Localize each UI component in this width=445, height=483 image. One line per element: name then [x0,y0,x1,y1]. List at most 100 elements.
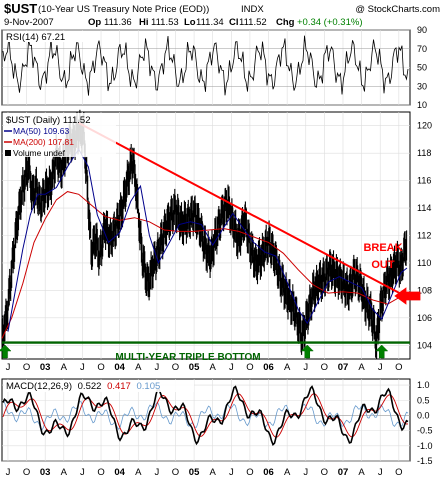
x-tick-label: J [229,467,234,478]
x-tick-label: 06 [263,362,274,373]
x-tick-label: A [135,362,142,373]
x-tick-label: 07 [338,362,349,373]
close-value: 111.52 [239,17,267,28]
price-y-tick: 118 [417,148,431,158]
price-y-tick: 116 [417,176,431,186]
macd-signal-value: 0.417 [107,381,131,392]
x-tick-label: O [321,362,328,373]
x-tick-label: O [97,467,104,478]
macd-histogram [2,400,409,431]
ma200-line [1,191,408,339]
x-tick-label: J [6,362,11,373]
up-arrow-icon [300,344,314,359]
x-tick-label: O [23,362,30,373]
legend-bg [4,113,116,157]
up-arrow-icon [375,344,389,359]
x-tick-label: 06 [263,467,274,478]
x-tick-label: A [61,362,68,373]
x-tick-label: O [395,467,402,478]
x-tick-label: A [135,467,142,478]
legend-ma200: MA(200) 107.81 [13,137,74,147]
rsi-label-bg [4,31,92,42]
macd-hist-value: 0.105 [136,381,160,392]
x-tick-label: A [61,467,68,478]
close-label: Cl [229,17,239,28]
x-tick-label: J [154,362,159,373]
price-y-tick: 112 [417,231,431,241]
macd-y-tick: 0.5 [417,395,430,405]
rsi-line [2,35,409,96]
up-arrow-icon [0,344,12,359]
breakout-label-line1: BREAK [363,242,402,254]
macd-panel: 1.0 0.5 0.0 -0.5 -1.0 -1.5 MACD(12,26,9) 0.52… [1,378,433,466]
x-tick-label: 04 [114,467,125,478]
price-y-tick: 104 [417,340,432,350]
x-tick-label: J [80,362,85,373]
x-tick-label: J [378,362,383,373]
legend-ma50: MA(50) 109.63 [13,126,69,136]
quote-date: 9-Nov-2007 [4,17,54,28]
macd-value: 0.522 [78,381,102,392]
x-tick-label: J [229,362,234,373]
macd-x-axis-labels: J O 03 A J O 04 A J O 05 A J O 06 A J O 07 A J O [6,467,403,478]
x-tick-label: A [210,467,217,478]
breakout-arrow [394,287,421,305]
rsi-y-tick: 50 [417,63,427,73]
price-y-tick: 114 [417,203,431,213]
x-tick-label: 05 [189,467,200,478]
price-y-tick: 120 [417,121,432,131]
price-ticks: 104 106 108 110 112 114 116 118 120 [417,121,432,351]
rsi-y-tick: 90 [417,25,427,35]
macd-y-tick: -1.5 [417,456,433,466]
rsi-y-tick: 30 [417,81,427,91]
price-y-tick: 108 [417,285,432,295]
change-label: Chg [276,17,295,28]
bottom-arrows [0,344,389,359]
watermark: @ StockCharts.com [355,4,440,15]
price-panel: 104 106 108 110 112 114 116 118 120 MULTI-YEAR T… [0,109,432,363]
x-tick-label: 07 [338,467,349,478]
x-tick-label: O [97,362,104,373]
x-tick-label: A [284,467,291,478]
x-tick-label: O [246,467,253,478]
macd-y-tick: -0.5 [417,426,433,436]
open-value: 111.36 [104,17,132,28]
x-tick-label: J [154,467,159,478]
x-tick-label: 03 [40,362,51,373]
x-tick-label: 04 [114,362,125,373]
instrument-name: (10-Year US Treasury Note Price (EOD)) [38,4,209,15]
x-tick-label: J [80,467,85,478]
rsi-panel: 10 30 50 70 90 RSI(14) 67.21 [1,25,427,110]
price-x-axis-labels: J O 03 A J O 04 A J O 05 A J O 06 A J O 07 A J O [6,362,403,373]
x-tick-label: J [303,467,308,478]
breakout-arrow-icon [394,287,421,305]
x-tick-label: O [23,467,30,478]
macd-frame [1,378,411,462]
price-y-tick: 110 [417,258,431,268]
low-label: Lo [184,17,196,28]
x-tick-label: A [358,362,365,373]
x-tick-label: O [172,362,179,373]
price-y-tick: 106 [417,313,432,323]
rsi-y-tick: 70 [417,44,427,54]
support-label: MULTI-YEAR TRIPLE BOTTOM [115,352,260,363]
exchange: INDX [241,4,264,15]
symbol: $UST [4,1,37,16]
x-tick-label: A [358,467,365,478]
high-value: 111.53 [151,17,179,28]
x-tick-label: 05 [189,362,200,373]
x-tick-label: J [303,362,308,373]
macd-y-tick: -1.0 [417,441,433,451]
macd-label-bg [4,380,194,392]
x-tick-label: A [284,362,291,373]
x-tick-label: J [378,467,383,478]
macd-y-tick: 0.0 [417,410,430,420]
rsi-label: RSI(14) 67.21 [6,32,65,43]
x-tick-label: J [6,467,11,478]
macd-label: MACD(12,26,9) 0.522 0.417 0.105 [6,381,160,392]
open-label: Op [88,17,101,28]
macd-label-prefix: MACD(12,26,9) [6,381,72,392]
ma50-line [7,148,408,332]
